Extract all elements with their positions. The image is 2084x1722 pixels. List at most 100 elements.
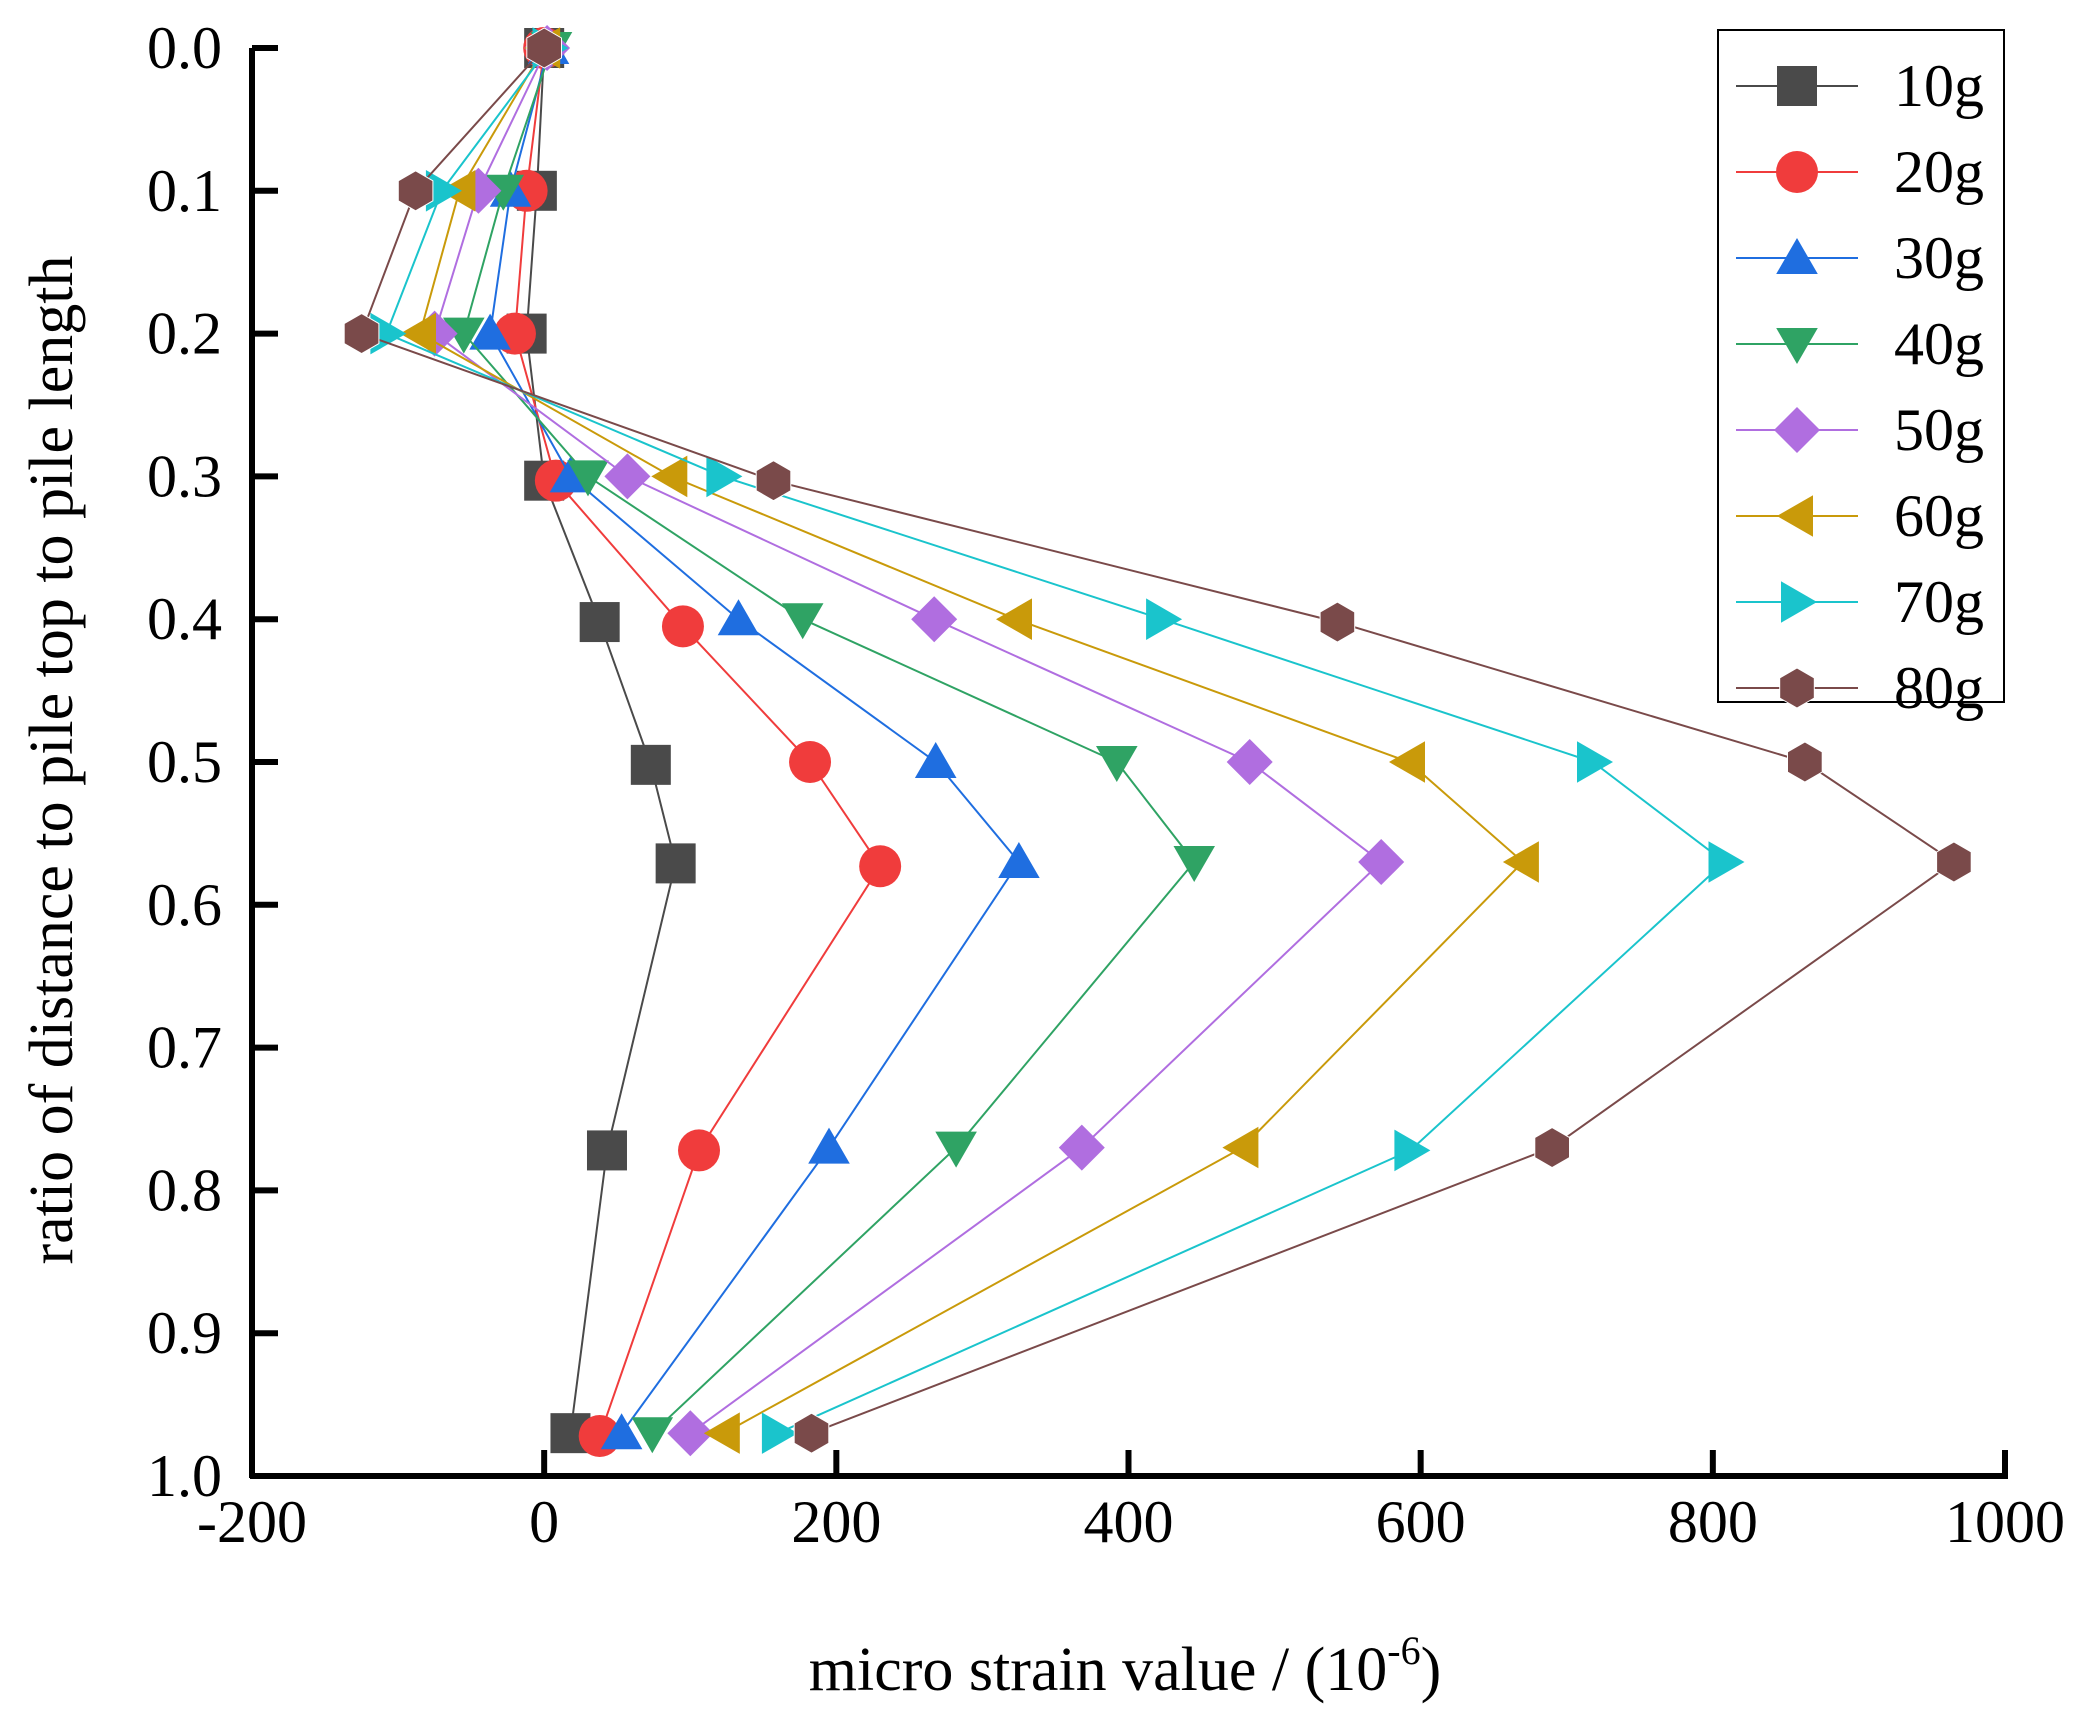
y-axis-title: ratio of distance to pile top to pile le…	[18, 256, 86, 1265]
legend-item-20g: 20g	[1736, 139, 1984, 205]
legend: 10g 20g 30g 40g 50g 60g 70g 80g	[1717, 29, 2005, 721]
series-20g-point-8	[678, 1129, 721, 1172]
legend-item-50g: 50g	[1736, 397, 1984, 463]
series-30g	[469, 28, 1040, 1450]
legend-item-20g-marker	[1776, 151, 1818, 193]
series-60g-point-4	[651, 455, 688, 498]
series-10g-point-8	[586, 1130, 627, 1171]
series-30g-line	[489, 47, 1021, 1434]
series-30g-point-7	[998, 842, 1040, 878]
legend-item-40g-label: 40g	[1894, 311, 1984, 377]
x-tick-label-400: 400	[1084, 1489, 1174, 1555]
y-tick-label-0.0: 0.0	[147, 15, 222, 81]
series-30g-point-9	[600, 1413, 643, 1450]
series-80g-point-6	[1787, 741, 1823, 783]
series-70g-point-4	[706, 455, 743, 498]
series-40g-point-9	[631, 1417, 674, 1454]
y-tick-label-1.0: 1.0	[147, 1443, 222, 1509]
series-70g-point-2	[425, 170, 462, 212]
y-tick-label-0.9: 0.9	[147, 1300, 222, 1366]
series-60g-point-5	[996, 598, 1032, 640]
legend-item-50g-marker	[1774, 407, 1820, 453]
series-30g-point-6	[914, 742, 957, 778]
legend-item-50g-label: 50g	[1894, 397, 1984, 463]
series-10g-point-5	[579, 602, 620, 643]
series-70g-line	[385, 47, 1727, 1435]
x-tick-label-200: 200	[791, 1489, 881, 1555]
x-tick-label--200: -200	[197, 1489, 307, 1555]
series-40g-point-3	[443, 317, 485, 354]
series-50g-point-7	[1358, 839, 1405, 885]
legend-item-30g-label: 30g	[1894, 225, 1984, 291]
series-60g-point-7	[1502, 841, 1539, 883]
series-80g-point-9	[793, 1412, 830, 1454]
legend-item-10g-label: 10g	[1894, 53, 1984, 119]
series-40g-point-4	[567, 460, 609, 497]
y-tick-label-0.2: 0.2	[147, 301, 222, 367]
legend-item-80g-label: 80g	[1894, 655, 1984, 721]
series-80g-line	[360, 47, 1956, 1435]
series-50g-point-9	[667, 1410, 714, 1457]
series-70g-point-8	[1394, 1129, 1431, 1172]
series-60g-point-3	[400, 312, 436, 355]
series-50g-point-6	[1226, 739, 1273, 785]
series-10g-point-6	[630, 744, 671, 785]
series-30g-point-3	[469, 313, 511, 350]
series-70g-point-5	[1146, 598, 1183, 640]
y-tick-label-0.5: 0.5	[147, 729, 222, 795]
series-80g-point-2	[397, 170, 434, 212]
series-80g-point-4	[755, 460, 792, 502]
x-axis-title: micro strain value / (10-6)	[809, 1628, 1441, 1704]
series-80g-point-8	[1534, 1127, 1570, 1169]
legend-item-10g-marker	[1777, 66, 1817, 106]
series-60g-point-9	[703, 1412, 740, 1454]
x-tick-label-800: 800	[1668, 1489, 1758, 1555]
series-80g-point-5	[1319, 601, 1356, 643]
series-80g-point-3	[343, 313, 380, 355]
series-80g	[343, 27, 1972, 1454]
y-tick-label-0.3: 0.3	[147, 443, 222, 509]
legend-item-60g-marker	[1777, 495, 1813, 537]
legend-box	[1717, 29, 2005, 703]
legend-item-40g-marker	[1776, 328, 1818, 364]
legend-item-70g: 70g	[1736, 569, 1984, 635]
series-20g-line	[513, 47, 882, 1437]
legend-item-30g-marker	[1776, 238, 1818, 274]
y-tick-label-0.8: 0.8	[147, 1157, 222, 1223]
series-30g-point-8	[808, 1127, 850, 1164]
series-60g	[400, 27, 1539, 1454]
legend-item-30g: 30g	[1736, 225, 1984, 291]
series-40g-line	[462, 47, 1196, 1434]
legend-item-80g-marker	[1779, 667, 1815, 709]
series-20g-point-7	[859, 845, 902, 888]
series-40g-point-8	[935, 1131, 977, 1168]
series-70g-point-6	[1577, 741, 1613, 783]
series-50g-point-8	[1058, 1124, 1105, 1171]
series-20g	[493, 27, 902, 1458]
series-40g-point-7	[1173, 846, 1215, 882]
x-tick-label-0: 0	[529, 1489, 559, 1555]
legend-item-70g-label: 70g	[1894, 569, 1984, 635]
series-layer	[343, 25, 1972, 1458]
series-60g-point-6	[1389, 741, 1425, 783]
legend-item-10g: 10g	[1736, 53, 1984, 119]
series-30g-point-5	[717, 599, 760, 636]
y-tick-label-0.4: 0.4	[147, 586, 222, 652]
series-10g-line	[525, 47, 677, 1434]
legend-item-60g-label: 60g	[1894, 483, 1984, 549]
series-50g-point-5	[911, 596, 958, 643]
y-tick-label-0.1: 0.1	[147, 158, 222, 224]
series-50g	[411, 25, 1405, 1457]
legend-item-80g: 80g	[1736, 655, 1984, 721]
series-50g-point-4	[604, 453, 651, 500]
legend-item-20g-label: 20g	[1894, 139, 1984, 205]
legend-item-40g: 40g	[1736, 311, 1984, 377]
series-40g-point-5	[781, 603, 824, 640]
x-tick-label-1000: 1000	[1945, 1489, 2065, 1555]
series-80g-point-7	[1936, 841, 1972, 883]
x-tick-label-600: 600	[1376, 1489, 1466, 1555]
series-40g-point-6	[1096, 746, 1138, 782]
legend-item-70g-marker	[1781, 581, 1817, 623]
